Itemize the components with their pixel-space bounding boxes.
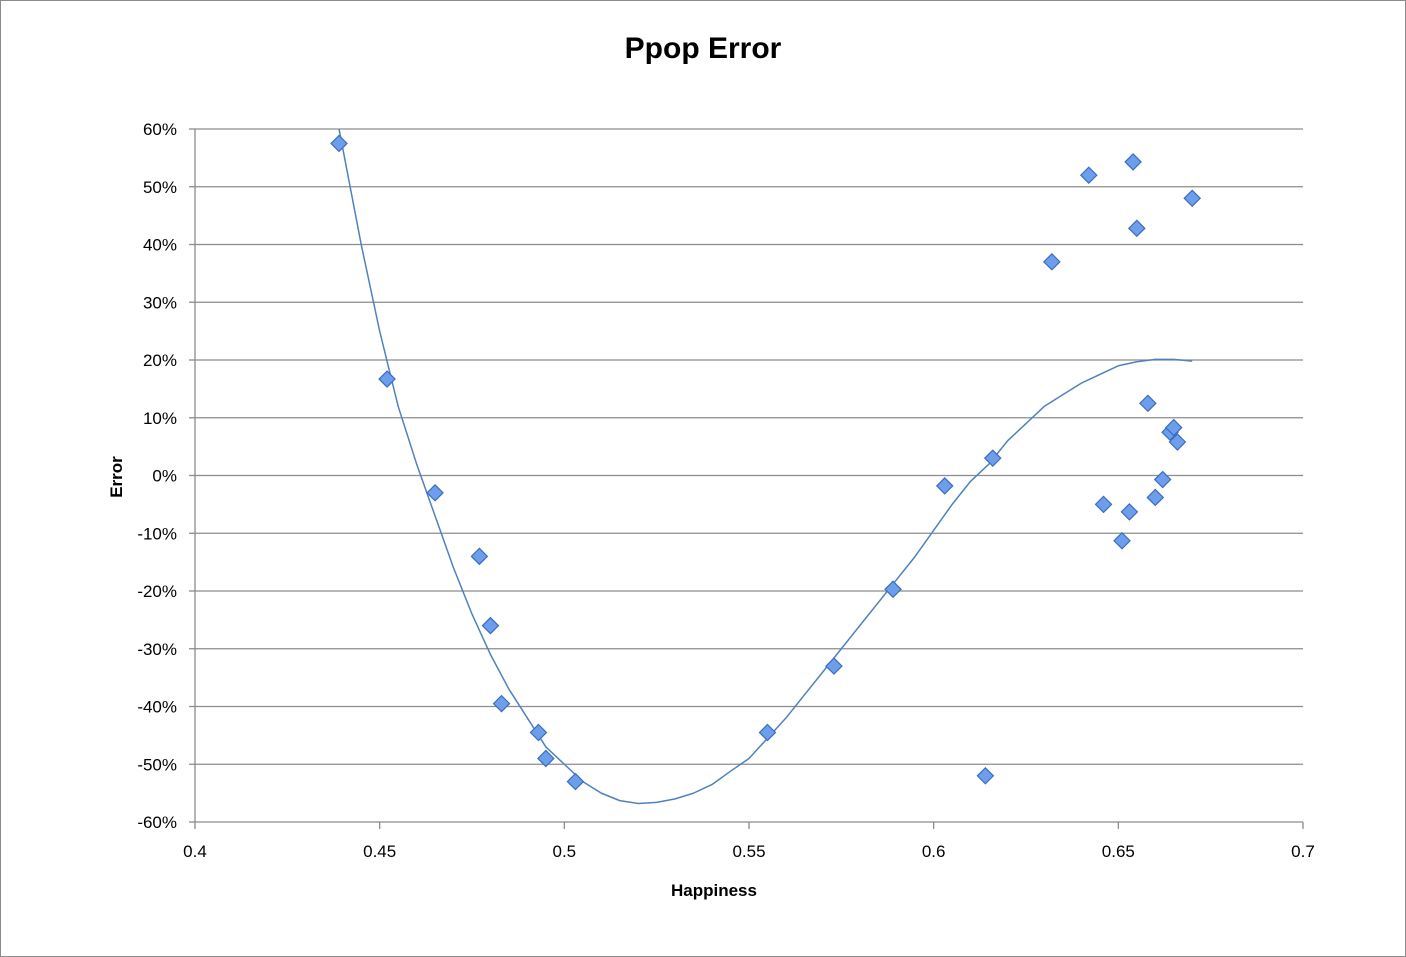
data-point [470,547,489,566]
data-point [566,772,585,791]
y-tick-label: -60% [137,813,177,832]
data-point [330,134,348,153]
x-tick-label: 0.5 [553,842,577,861]
y-tick-label: -30% [137,640,177,659]
data-point [1164,418,1183,437]
data-point [1124,153,1142,171]
data-point [1183,189,1202,208]
data-point [1139,394,1157,413]
x-tick-label: 0.6 [922,842,946,861]
axes [189,128,1304,829]
data-point [1079,166,1098,185]
y-tick-label: 50% [143,178,177,197]
data-point [492,694,511,713]
data-point [1146,488,1165,507]
y-tick-label: -50% [137,755,177,774]
x-tick-label: 0.7 [1291,842,1315,861]
data-point [1120,503,1139,521]
y-tick-label: -10% [137,524,177,543]
y-tick-label: 30% [143,293,177,312]
y-tick-label: -20% [137,582,177,601]
data-point [529,723,548,742]
data-point [481,616,500,635]
x-tick-labels: 0.4 0.45 0.5 0.55 0.6 0.65 0.7 [183,842,1315,861]
y-tick-labels: 60% 50% 40% 30% 20% 10% 0% -10% -20% -30% -40% -50%… [137,120,177,832]
y-axis-label: Error [107,456,126,498]
y-tick-label: 40% [143,236,177,255]
data-points [330,134,1202,791]
x-tick-label: 0.65 [1102,842,1135,861]
data-point [378,370,396,388]
data-point [983,449,1002,468]
data-point [1153,470,1172,489]
trendline [338,128,1193,805]
x-axis-label: Happiness [671,881,757,900]
chart-title: Ppop Error [625,32,782,65]
data-point [1094,495,1113,514]
data-point [1127,219,1146,238]
data-point [935,477,954,495]
data-point [976,766,995,785]
x-tick-label: 0.45 [363,842,396,861]
x-tick-label: 0.4 [183,842,207,861]
data-point [1113,531,1131,550]
data-point [825,657,843,675]
y-tick-label: 20% [143,351,177,370]
data-point [537,749,555,768]
data-point [426,483,444,502]
data-point [884,580,902,599]
trendline-layer [338,128,1193,805]
data-point [758,723,777,742]
data-point [1043,252,1061,271]
y-tick-label: -40% [137,698,177,717]
x-tick-label: 0.55 [732,842,765,861]
y-tick-label: 60% [143,120,177,139]
y-tick-label: 0% [152,467,177,486]
data-point [1168,433,1187,451]
y-tick-label: 10% [143,409,177,428]
